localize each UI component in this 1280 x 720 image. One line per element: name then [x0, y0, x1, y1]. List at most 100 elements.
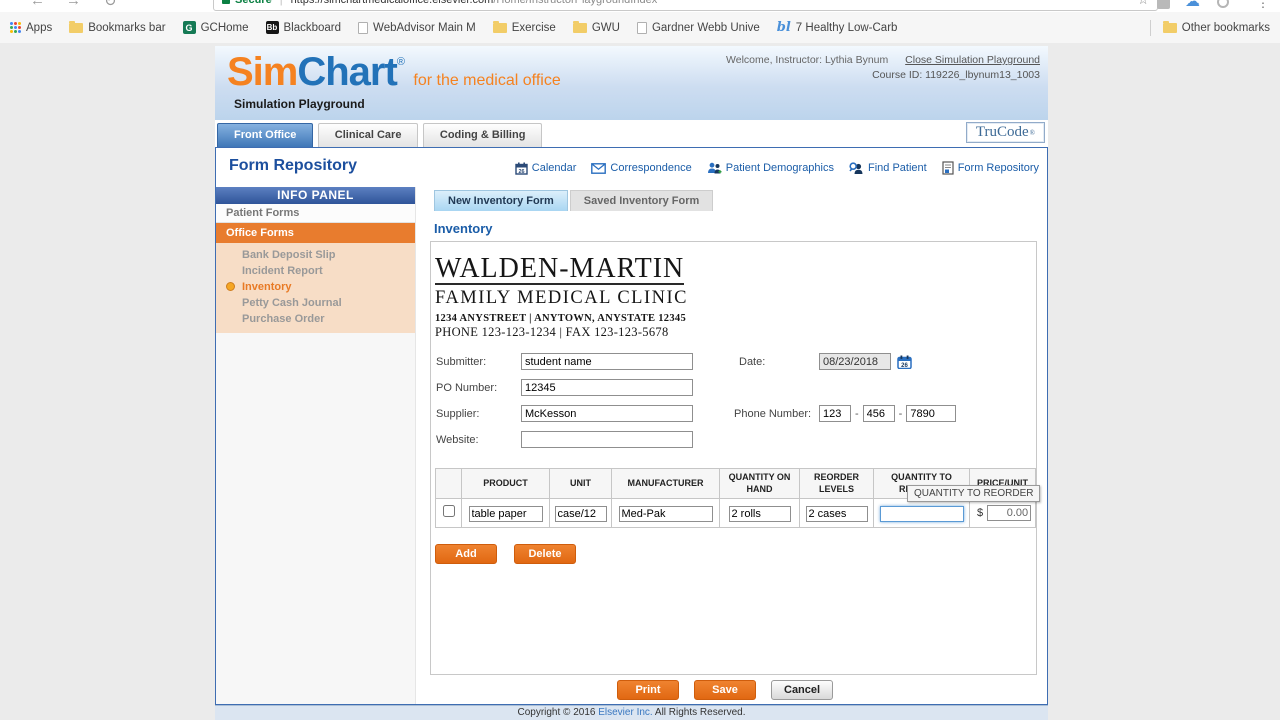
date-input[interactable]: [819, 353, 891, 371]
inventory-table: PRODUCT UNIT MANUFACTURER QUANTITY ON HA…: [435, 468, 1036, 528]
quick-link-correspondence[interactable]: Correspondence: [591, 161, 692, 175]
header-quantity-on-hand: QUANTITY ON HAND: [719, 468, 800, 499]
quick-link-calendar[interactable]: 26 Calendar: [515, 161, 577, 175]
secure-lock-icon: [222, 0, 230, 4]
bookmark-gchome[interactable]: G GCHome: [182, 21, 249, 34]
header-product: PRODUCT: [461, 468, 550, 499]
elsevier-link[interactable]: Elsevier Inc.: [598, 707, 653, 718]
inventory-form-panel: WALDEN-MARTIN FAMILY MEDICAL CLINIC 1234…: [430, 241, 1041, 675]
forward-icon[interactable]: →: [66, 0, 81, 9]
sidebar-item-inventory[interactable]: Inventory: [216, 279, 415, 295]
tab-new-inventory-form[interactable]: New Inventory Form: [434, 190, 568, 211]
tab-saved-inventory-form[interactable]: Saved Inventory Form: [569, 190, 714, 211]
reorder-levels-input[interactable]: [805, 505, 868, 522]
tab-front-office[interactable]: Front Office: [217, 123, 314, 147]
close-simulation-link[interactable]: Close Simulation Playground: [905, 54, 1040, 66]
submitter-row: Submitter:: [436, 353, 693, 371]
product-input[interactable]: [468, 505, 543, 522]
table-header-row: PRODUCT UNIT MANUFACTURER QUANTITY ON HA…: [435, 468, 1036, 499]
patient-demographics-icon: [707, 162, 722, 175]
unit-input[interactable]: [554, 505, 607, 522]
form-action-buttons: Print Save Cancel: [617, 680, 834, 700]
bookmark-webadvisor[interactable]: WebAdvisor Main M: [358, 21, 476, 34]
bookmark-label: Gardner Webb Unive: [651, 21, 760, 34]
bookmark-label: WebAdvisor Main M: [373, 21, 476, 34]
bookmark-star-icon[interactable]: ☆: [1137, 0, 1149, 8]
date-picker-calendar-icon[interactable]: 26: [897, 355, 912, 369]
page-title: Form Repository: [229, 157, 358, 174]
phone-part3-input[interactable]: [906, 405, 957, 423]
tab-clinical-care[interactable]: Clinical Care: [317, 123, 419, 147]
bookmark-healthy-low-carb[interactable]: bl 7 Healthy Low-Carb: [777, 21, 898, 34]
trucode-registered-mark: ®: [1029, 128, 1035, 137]
browser-menu-icon[interactable]: ⋮: [1257, 0, 1269, 10]
sidebar-item-incident-report[interactable]: Incident Report: [242, 265, 323, 277]
sidebar-item-purchase-order[interactable]: Purchase Order: [242, 313, 325, 325]
po-number-row: PO Number:: [436, 379, 693, 397]
svg-text:26: 26: [518, 169, 524, 175]
tab-coding-billing[interactable]: Coding & Billing: [422, 123, 543, 147]
folder-icon: [1162, 20, 1177, 33]
price-unit-input[interactable]: [987, 504, 1032, 521]
inventory-heading: Inventory: [434, 221, 493, 236]
clinic-address: 1234 ANYSTREET | ANYTOWN, ANYSTATE 12345: [435, 313, 687, 325]
bookmark-label: GCHome: [200, 21, 249, 34]
phone-separator: -: [855, 407, 859, 420]
sidebar-item-bank-deposit-slip[interactable]: Bank Deposit Slip: [242, 249, 336, 261]
bookmark-bookmarks-bar[interactable]: Bookmarks bar: [69, 20, 166, 34]
cloud-extension-icon[interactable]: ☁: [1185, 0, 1200, 10]
other-bookmarks[interactable]: Other bookmarks: [1162, 20, 1270, 34]
svg-text:26: 26: [901, 363, 908, 369]
phone-part2-input[interactable]: [862, 405, 895, 423]
po-number-input[interactable]: [521, 379, 693, 397]
header-user-info: Welcome, Instructor: Lythia Bynum Close …: [726, 54, 1040, 81]
quantity-to-reorder-input[interactable]: [879, 505, 964, 522]
table-row: $: [435, 497, 1036, 528]
quick-link-label: Correspondence: [610, 162, 692, 174]
quick-link-form-repository[interactable]: Form Repository: [942, 161, 1039, 175]
quantity-on-hand-input[interactable]: [728, 505, 791, 522]
cancel-button[interactable]: Cancel: [771, 680, 834, 700]
quick-link-find-patient[interactable]: Find Patient: [849, 161, 927, 175]
manufacturer-input[interactable]: [618, 505, 713, 522]
logo-chart: Chart: [297, 50, 397, 94]
add-button[interactable]: Add: [435, 543, 497, 564]
bookmark-apps[interactable]: Apps: [10, 22, 52, 34]
quick-link-label: Form Repository: [957, 162, 1039, 174]
po-number-label: PO Number:: [436, 381, 498, 394]
envelope-icon: [591, 162, 607, 174]
bookmark-label: Exercise: [511, 21, 556, 34]
back-icon[interactable]: ←: [30, 0, 45, 9]
sidebar-item-office-forms[interactable]: Office Forms: [216, 223, 415, 243]
bookmark-blackboard[interactable]: Bb Blackboard: [265, 21, 341, 34]
clinic-letterhead: WALDEN-MARTIN FAMILY MEDICAL CLINIC 1234…: [431, 242, 1036, 340]
address-bar[interactable]: Secure | https://simchartmedicaloffice.e…: [213, 0, 1158, 11]
bookmark-label: Apps: [26, 21, 53, 34]
extension-icon[interactable]: [1217, 0, 1229, 8]
submitter-input[interactable]: [521, 353, 693, 371]
reload-icon[interactable]: ↻: [104, 0, 117, 10]
delete-button[interactable]: Delete: [514, 543, 576, 564]
active-item-bullet-icon: [226, 282, 235, 291]
bookmark-gwu[interactable]: GWU: [572, 20, 620, 34]
quick-link-label: Find Patient: [868, 162, 927, 174]
print-button[interactable]: Print: [617, 680, 679, 700]
clinic-name: WALDEN-MARTIN: [435, 253, 685, 286]
info-panel-sidebar: INFO PANEL Patient Forms Office Forms Ba…: [216, 187, 416, 704]
website-input[interactable]: [521, 431, 693, 449]
inventory-form-tabs: New Inventory Form Saved Inventory Form: [417, 187, 1047, 211]
quick-link-patient-demographics[interactable]: Patient Demographics: [707, 161, 834, 175]
row-checkbox[interactable]: [442, 504, 455, 517]
bookmarks-divider: [1149, 19, 1151, 36]
extension-icon[interactable]: [1157, 0, 1170, 9]
trucode-label: TruCode: [975, 124, 1029, 140]
supplier-input[interactable]: [521, 405, 693, 423]
sidebar-item-petty-cash-journal[interactable]: Petty Cash Journal: [242, 297, 342, 309]
quick-link-label: Calendar: [531, 162, 577, 174]
save-button[interactable]: Save: [694, 680, 756, 700]
bookmark-gardner-webb[interactable]: Gardner Webb Unive: [636, 21, 760, 34]
phone-part1-input[interactable]: [819, 405, 851, 423]
sidebar-item-patient-forms[interactable]: Patient Forms: [216, 204, 415, 223]
bookmark-exercise[interactable]: Exercise: [492, 20, 556, 34]
